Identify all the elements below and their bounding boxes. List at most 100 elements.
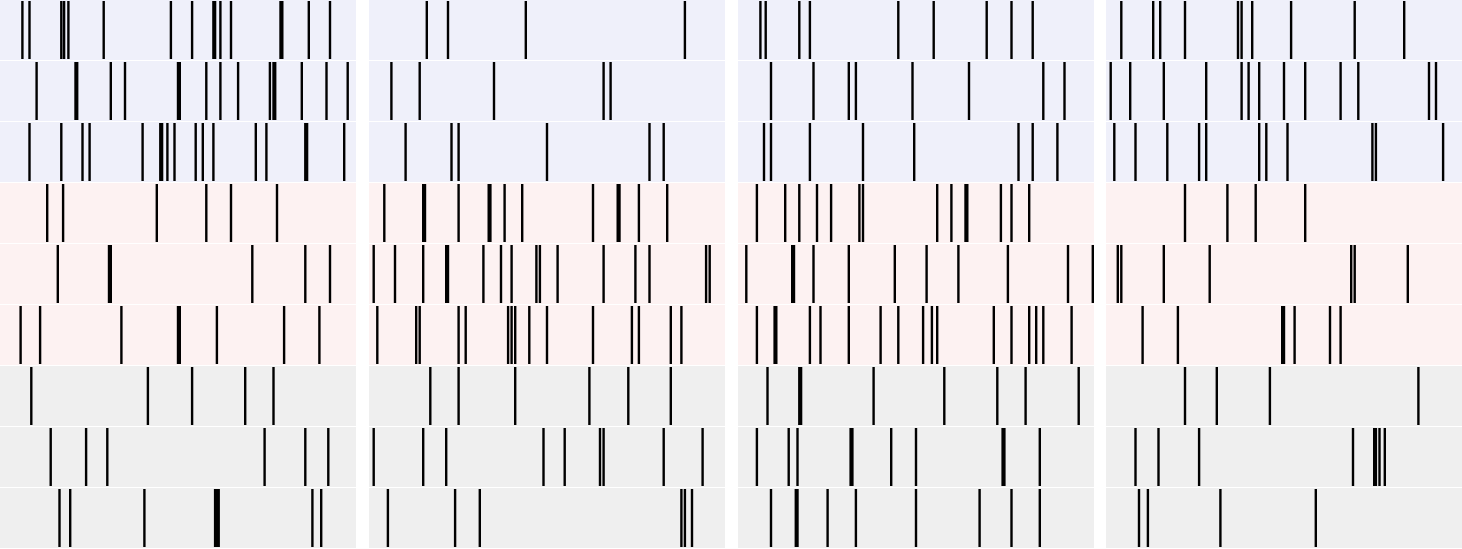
spike-mark (307, 1, 310, 59)
spike-mark (1183, 184, 1187, 242)
spike-mark (911, 62, 914, 120)
spike-mark (274, 62, 277, 120)
spike-mark (106, 428, 109, 486)
spike-mark (84, 428, 88, 486)
spike-mark (464, 306, 467, 364)
spike-mark (282, 306, 286, 364)
spike-mark (343, 123, 346, 181)
spike-mark (1141, 306, 1144, 364)
spike-mark (704, 245, 708, 303)
spike-mark (815, 184, 819, 242)
spike-mark (190, 1, 194, 59)
spike-mark (446, 1, 450, 59)
spike-mark (1314, 489, 1317, 547)
spike-mark (155, 184, 158, 242)
spike-mark (1240, 1, 1243, 59)
trial-row-background (738, 183, 1094, 243)
spike-mark (205, 62, 208, 120)
spike-mark (794, 489, 797, 547)
spike-mark (35, 62, 38, 120)
spike-mark (598, 428, 602, 486)
spike-mark (812, 62, 815, 120)
spike-mark (1042, 306, 1045, 364)
spike-mark (591, 306, 595, 364)
spike-mark (630, 306, 634, 364)
spike-mark (1417, 367, 1420, 425)
spike-mark (450, 123, 453, 181)
spike-mark (327, 428, 330, 486)
spike-mark (893, 245, 896, 303)
spike-mark (1205, 62, 1208, 120)
spike-mark (1063, 62, 1066, 120)
spike-mark (812, 245, 815, 303)
spike-mark (1215, 367, 1218, 425)
spike-mark (418, 306, 421, 364)
spike-mark (1236, 1, 1240, 59)
spike-mark (56, 245, 59, 303)
spike-mark (123, 62, 127, 120)
spike-mark (1373, 428, 1376, 486)
trial-row-background (369, 183, 725, 243)
spike-mark (897, 1, 900, 59)
spike-mark (609, 62, 612, 120)
spike-mark (1120, 245, 1123, 303)
spike-mark (482, 245, 485, 303)
spike-mark (755, 306, 759, 364)
spike-mark (404, 123, 407, 181)
spike-mark (58, 489, 61, 547)
spike-mark (796, 489, 799, 547)
spike-mark (1304, 184, 1307, 242)
spike-mark (487, 184, 490, 242)
spike-mark (999, 184, 1003, 242)
spike-mark (708, 245, 711, 303)
raster-panel-4 (1106, 0, 1462, 548)
trial-row-background (1106, 244, 1462, 304)
spike-mark (762, 123, 766, 181)
spike-mark (1268, 367, 1272, 425)
spike-mark (320, 489, 323, 547)
spike-mark (383, 184, 386, 242)
spike-mark (1282, 306, 1286, 364)
spike-mark (978, 489, 981, 547)
raster-panel-1 (0, 0, 356, 548)
spike-mark (1258, 123, 1261, 181)
spike-mark (38, 306, 42, 364)
spike-mark (19, 306, 22, 364)
spike-mark (936, 184, 939, 242)
spike-mark (528, 306, 531, 364)
spike-mark (745, 245, 748, 303)
spike-mark (957, 245, 960, 303)
spike-mark (798, 367, 801, 425)
spike-mark (1038, 428, 1041, 486)
spike-mark (1353, 1, 1356, 59)
spike-mark (1282, 62, 1286, 120)
spike-mark (219, 62, 222, 120)
spike-mark (1197, 428, 1201, 486)
spike-mark (109, 245, 112, 303)
trial-row-background (0, 0, 356, 60)
spike-mark (826, 489, 829, 547)
spike-mark (217, 489, 220, 547)
spike-mark (1159, 1, 1162, 59)
spike-mark (304, 123, 307, 181)
spike-mark (1010, 489, 1013, 547)
spike-mark (120, 306, 123, 364)
spike-mark (1251, 1, 1254, 59)
spike-mark (936, 306, 939, 364)
spike-mark (992, 306, 995, 364)
spike-mark (275, 184, 279, 242)
trial-row-background (0, 488, 356, 548)
spike-mark (1077, 367, 1080, 425)
spike-mark (861, 184, 865, 242)
spike-mark (67, 1, 70, 59)
spike-mark (244, 367, 247, 425)
spike-mark (215, 306, 219, 364)
spike-mark (1197, 123, 1201, 181)
spike-mark (637, 306, 641, 364)
spike-mark (446, 245, 450, 303)
spike-mark (1371, 123, 1374, 181)
spike-mark (1351, 428, 1355, 486)
spike-mark (683, 489, 687, 547)
spike-mark (538, 245, 542, 303)
spike-mark (305, 123, 309, 181)
